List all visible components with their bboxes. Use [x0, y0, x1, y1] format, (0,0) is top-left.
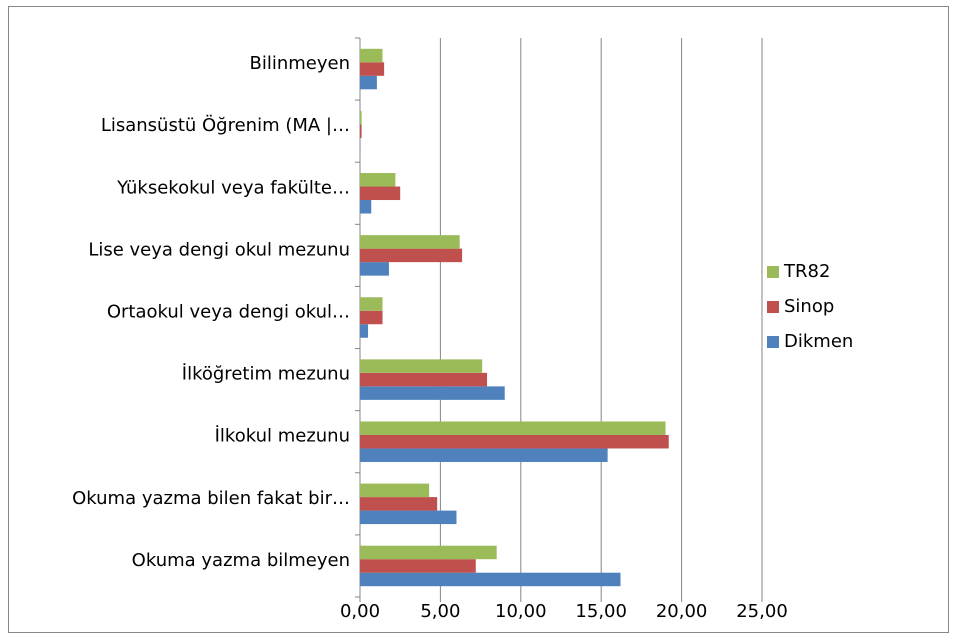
bar [360, 545, 497, 560]
y-tick-label: Lise veya dengi okul mezunu [88, 239, 350, 260]
x-tick-label: 0,00 [340, 601, 380, 622]
x-tick-label: 25,00 [736, 601, 788, 622]
bar [360, 186, 401, 201]
legend-swatch [767, 301, 779, 313]
bar [360, 572, 621, 587]
bar [360, 448, 608, 462]
x-tick-label: 15,00 [575, 601, 627, 622]
bar [360, 510, 457, 525]
y-tick-label: Yüksekokul veya fakülte… [116, 177, 350, 198]
bar [360, 386, 505, 400]
bar [360, 200, 372, 214]
bar [360, 75, 377, 90]
bar [360, 324, 369, 338]
bar [360, 310, 383, 325]
bar [360, 48, 383, 63]
y-tick-label: Bilinmeyen [249, 53, 350, 74]
bar [360, 248, 463, 263]
y-tick-label: Lisansüstü Öğrenim (MA |… [101, 114, 350, 136]
chart-border [8, 6, 949, 633]
bar [360, 110, 362, 125]
bar [360, 124, 362, 138]
y-tick-label: Okuma yazma bilen fakat bir… [72, 488, 350, 509]
bar [360, 262, 389, 276]
bar [360, 483, 430, 498]
bar [360, 359, 483, 373]
bar [360, 297, 383, 311]
legend-label: TR82 [783, 261, 830, 282]
legend-label: Dikmen [784, 331, 853, 352]
bar [360, 372, 488, 387]
bar [360, 434, 669, 449]
y-tick-label: İlköğretim mezunu [182, 364, 350, 385]
x-tick-label: 5,00 [420, 601, 460, 622]
y-tick-label: İlkokul mezunu [215, 426, 350, 447]
bar [360, 497, 438, 511]
legend-label: Sinop [784, 296, 834, 317]
x-tick-label: 20,00 [656, 601, 708, 622]
legend-swatch [767, 336, 779, 348]
bar [360, 62, 385, 76]
bar [360, 559, 476, 573]
y-tick-label: Okuma yazma bilmeyen [132, 550, 350, 571]
bar [360, 421, 666, 435]
legend-swatch [767, 266, 779, 278]
bar [360, 235, 460, 249]
bar [360, 173, 396, 187]
y-tick-label: Ortaokul veya dengi okul… [107, 302, 350, 323]
x-tick-label: 10,00 [495, 601, 547, 622]
